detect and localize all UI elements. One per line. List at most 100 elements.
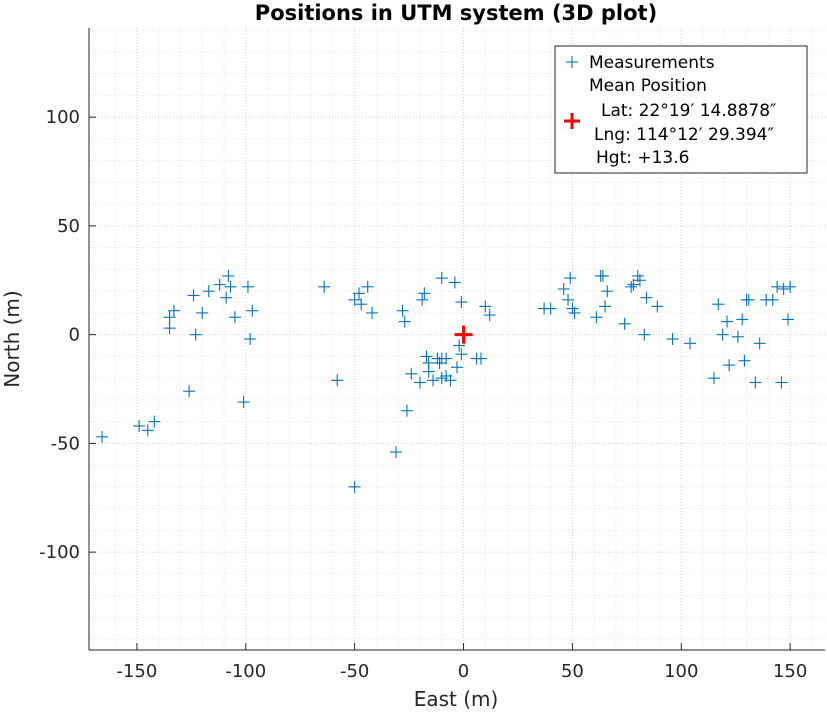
measurement-marker <box>633 274 646 287</box>
measurement-markers <box>96 269 797 493</box>
measurement-marker <box>416 293 429 306</box>
measurement-marker <box>366 306 379 319</box>
x-tick-label: 50 <box>561 661 584 682</box>
measurement-marker <box>96 430 109 443</box>
measurement-marker <box>544 302 557 315</box>
measurement-marker <box>599 300 612 313</box>
measurement-marker <box>712 298 725 311</box>
measurement-marker <box>557 282 570 295</box>
measurement-marker <box>451 361 463 374</box>
measurement-marker <box>771 280 784 293</box>
measurement-marker <box>453 339 466 352</box>
measurement-marker <box>479 300 492 313</box>
y-tick-label: -100 <box>39 542 80 563</box>
x-tick-label: -150 <box>116 661 157 682</box>
measurement-marker <box>707 372 720 385</box>
measurement-marker <box>716 328 729 341</box>
measurement-marker <box>618 317 631 330</box>
measurement-marker <box>440 352 453 365</box>
x-tick-label: 150 <box>773 661 807 682</box>
measurement-marker <box>590 311 603 324</box>
x-tick-label: -100 <box>225 661 266 682</box>
measurement-marker <box>244 333 257 345</box>
measurement-marker <box>721 315 734 328</box>
measurement-marker <box>738 354 751 367</box>
legend-hgt: Hgt: +13.6 <box>596 148 689 168</box>
y-axis-label: North (m) <box>0 290 24 387</box>
measurement-marker <box>562 293 575 306</box>
legend-mean-header: Mean Position <box>589 76 707 96</box>
measurement-marker <box>640 291 653 304</box>
measurement-marker <box>355 298 368 311</box>
measurement-marker <box>196 306 209 319</box>
mean-position-marker-group <box>454 325 473 344</box>
measurement-marker <box>777 282 790 295</box>
measurement-marker <box>427 374 440 387</box>
y-tick-label: -50 <box>51 433 80 454</box>
measurement-marker <box>568 306 581 319</box>
measurement-marker <box>483 309 496 322</box>
measurement-marker <box>766 293 779 306</box>
y-tick-labels: -100 -50 0 50 100 <box>39 107 80 563</box>
measurement-marker <box>318 280 331 293</box>
legend-measurements-marker <box>566 56 578 68</box>
legend-lng: Lng: 114°12′ 29.394″ <box>594 125 774 145</box>
measurement-marker <box>400 404 413 417</box>
measurement-marker <box>627 278 640 291</box>
measurement-marker <box>246 304 259 317</box>
measurement-marker <box>220 291 233 304</box>
measurement-marker <box>187 289 200 302</box>
measurement-marker <box>455 296 468 309</box>
legend-measurements-icon <box>566 56 578 68</box>
measurement-marker <box>564 272 577 285</box>
measurement-marker <box>736 313 749 326</box>
measurement-marker <box>353 287 366 300</box>
measurement-marker <box>133 419 146 432</box>
measurement-marker <box>596 269 609 282</box>
legend-mean-marker <box>564 113 580 129</box>
measurement-marker <box>222 269 235 282</box>
x-tick-label: -50 <box>340 661 369 682</box>
legend-measurements-label: Measurements <box>589 53 715 73</box>
measurement-marker <box>224 280 237 293</box>
measurement-marker <box>420 350 433 363</box>
measurement-marker <box>148 415 161 428</box>
measurement-marker <box>775 376 788 389</box>
legend-mean-icon <box>564 113 580 129</box>
measurement-marker <box>413 376 426 389</box>
measurement-marker <box>405 367 418 380</box>
legend: Measurements Mean Position Lat: 22°19′ 1… <box>554 45 808 174</box>
measurement-marker <box>348 293 361 306</box>
measurement-marker <box>237 396 250 409</box>
measurement-marker <box>651 300 664 313</box>
measurement-marker <box>474 352 487 365</box>
measurement-marker <box>213 278 226 291</box>
measurement-marker <box>141 424 154 437</box>
measurement-marker <box>396 304 409 317</box>
chart-title: Positions in UTM system (3D plot) <box>255 1 657 25</box>
measurement-marker <box>348 480 361 493</box>
legend-box <box>554 45 808 174</box>
measurement-marker <box>742 293 755 306</box>
measurement-marker <box>183 385 196 398</box>
legend-lat: Lat: 22°19′ 14.8878″ <box>601 101 776 121</box>
measurement-marker <box>683 337 696 350</box>
measurement-marker <box>749 376 762 389</box>
measurement-marker <box>444 374 457 387</box>
measurement-marker <box>666 333 679 345</box>
measurement-marker <box>753 337 766 350</box>
measurement-marker <box>455 348 468 361</box>
measurement-marker <box>163 322 176 335</box>
measurement-marker <box>228 311 241 324</box>
measurement-marker <box>723 359 736 372</box>
measurement-marker <box>167 304 180 317</box>
measurement-marker <box>731 330 744 343</box>
measurement-marker <box>189 328 202 341</box>
measurement-marker <box>398 315 411 328</box>
y-tick-label: 50 <box>57 216 80 237</box>
measurement-marker <box>241 280 254 293</box>
y-tick-label: 100 <box>46 107 80 128</box>
x-tick-label: 0 <box>458 661 469 682</box>
measurement-marker <box>422 365 435 378</box>
